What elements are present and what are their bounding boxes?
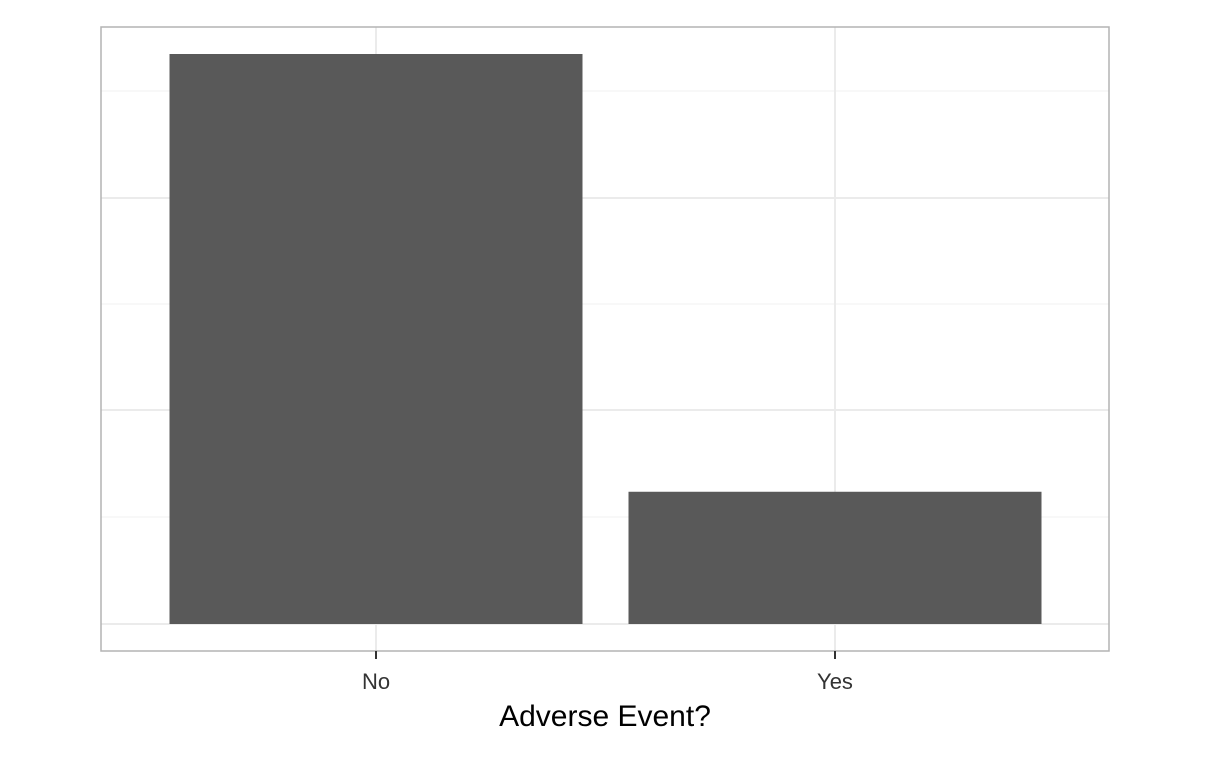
x-axis-ticks (375, 651, 836, 659)
x-axis-tick-labels: No Yes (362, 669, 853, 694)
x-tick-label-no: No (362, 669, 390, 694)
bars (169, 54, 1042, 624)
panel-border (100, 26, 1110, 652)
x-tick-label-yes: Yes (817, 669, 853, 694)
bar-no (169, 54, 583, 624)
bar-yes (628, 491, 1042, 624)
x-axis-title: Adverse Event? (499, 700, 711, 733)
